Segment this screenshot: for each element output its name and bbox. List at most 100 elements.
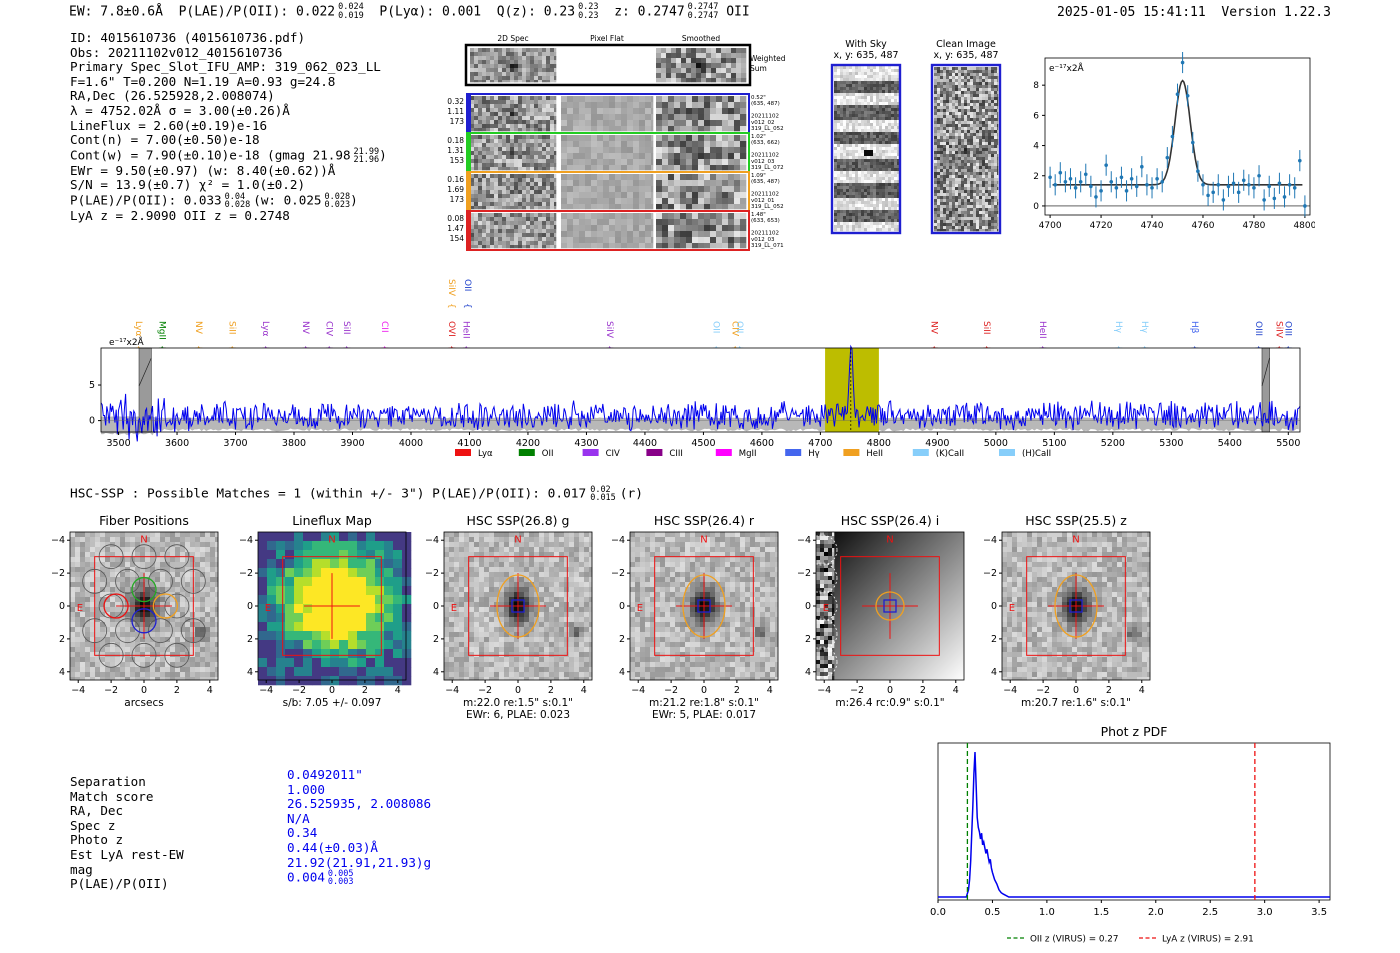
clean-image-pixel (946, 151, 950, 155)
with-sky-pixel (843, 216, 847, 220)
clean-image-pixel (967, 67, 971, 71)
clean-image-pixel (940, 214, 944, 218)
clean-image-pixel (976, 142, 980, 146)
clean-image-pixel (934, 163, 938, 167)
fiber-2d-pixel (530, 198, 535, 203)
clean-image-pixel (952, 163, 956, 167)
clean-image-pixel (991, 148, 995, 152)
cutout-pixel (185, 552, 191, 558)
spectrum-xtick-label: 4500 (691, 438, 715, 449)
with-sky-pixel (846, 183, 850, 187)
with-sky-pixel (837, 138, 841, 142)
weighted-smooth-pixel (686, 63, 692, 69)
with-sky-pixel (867, 111, 871, 115)
clean-image-pixel (937, 73, 941, 77)
with-sky-pixel (888, 213, 892, 217)
fiber-2d-pixel (502, 206, 507, 210)
with-sky-pixel (891, 219, 895, 223)
fiber-smooth-pixel (722, 243, 729, 249)
fiber-flat-pixel (621, 186, 628, 193)
zoom-data-point (1196, 169, 1200, 174)
zoom-ytick-label: 4 (1033, 142, 1039, 152)
with-sky-pixel (888, 66, 892, 70)
weighted-2d-pixel (502, 80, 507, 83)
fiber-2d-pixel (478, 217, 483, 222)
with-sky-pixel (888, 72, 892, 76)
clean-image-pixel (988, 121, 992, 125)
cutout-pixel (140, 562, 146, 568)
cutout-pixel (160, 562, 166, 568)
weighted-smooth-pixel (681, 53, 687, 59)
fiber-flat-pixel (579, 219, 586, 226)
fiber-2d-pixel (494, 233, 499, 238)
clean-image-pixel (961, 67, 965, 71)
cutout-pixel (195, 552, 201, 558)
clean-image-pixel (988, 118, 992, 122)
with-sky-pixel (852, 66, 856, 70)
clean-image-pixel (994, 160, 998, 164)
fiber-flat-pixel (561, 114, 568, 121)
fiber-smooth-pixel (716, 198, 723, 205)
fiber-smooth-pixel (728, 231, 735, 238)
fiber-2d-pixel (554, 206, 557, 210)
weighted-2d-pixel (482, 48, 487, 53)
clean-image-pixel (982, 91, 986, 95)
cutout-pixel (135, 542, 141, 548)
cutout-pixel (95, 577, 101, 583)
clean-image-pixel (970, 181, 974, 185)
with-sky-pixel (849, 225, 853, 229)
cutout-pixel (195, 557, 201, 563)
cutout-pixel (175, 562, 181, 568)
clean-image-pixel (955, 163, 959, 167)
clean-image-pixel (979, 160, 983, 164)
with-sky-pixel (867, 225, 871, 229)
cutout-pixel (175, 577, 181, 583)
with-sky-pixel (864, 186, 868, 190)
cutout-pixel (180, 577, 186, 583)
weighted-2d-pixel (470, 52, 475, 57)
clean-image-pixel (958, 118, 962, 122)
clean-image-pixel (937, 229, 941, 232)
fiber-2d-pixel (502, 245, 507, 249)
fiber-2d-pixel (554, 194, 557, 199)
clean-image-pixel (934, 145, 938, 149)
fiber-smooth-pixel (674, 108, 681, 115)
fiber-flat-pixel (561, 219, 568, 226)
with-sky-pixel (870, 156, 874, 160)
weighted-smooth-pixel (696, 78, 702, 83)
fiber-2d-pixel (546, 155, 551, 160)
clean-image-pixel (940, 169, 944, 173)
fiber-flat-pixel (591, 213, 598, 220)
fiber-flat-pixel (621, 231, 628, 238)
with-sky-pixel (843, 219, 847, 223)
fiber-smooth-pixel (728, 180, 735, 187)
with-sky-pixel (840, 69, 844, 73)
fiber-smooth-pixel (698, 231, 705, 238)
weighted-2d-pixel (554, 60, 557, 65)
with-sky-pixel (858, 219, 862, 223)
header-ew: EW: 7.8±0.6Å (69, 4, 163, 20)
with-sky-pixel (843, 207, 847, 211)
clean-image-pixel (937, 97, 941, 101)
fiber-flat-pixel (645, 135, 652, 142)
with-sky-pixel (873, 99, 877, 103)
with-sky-pixel (870, 183, 874, 187)
with-sky-pixel (894, 156, 898, 160)
fiber-flat-pixel (645, 204, 652, 210)
fiber-2d-pixel (550, 100, 555, 105)
with-sky-pixel (840, 150, 844, 154)
with-sky-pixel (867, 132, 871, 136)
fiber-smooth-pixel (704, 180, 711, 187)
with-sky-pixel (846, 111, 850, 115)
with-sky-pixel (882, 144, 886, 148)
fiber-flat-pixel (603, 174, 610, 181)
weighted-sum-label: Sum (750, 64, 767, 73)
fiber-smooth-pixel (686, 120, 693, 127)
clean-image-pixel (937, 88, 941, 92)
fiber-smooth-pixel (662, 108, 669, 115)
cutout-pixel (155, 552, 161, 558)
weighted-smooth-pixel (701, 78, 707, 83)
zoom-data-point (1058, 170, 1063, 175)
with-sky-pixel (843, 96, 847, 100)
fiber-smooth-pixel (686, 198, 693, 205)
